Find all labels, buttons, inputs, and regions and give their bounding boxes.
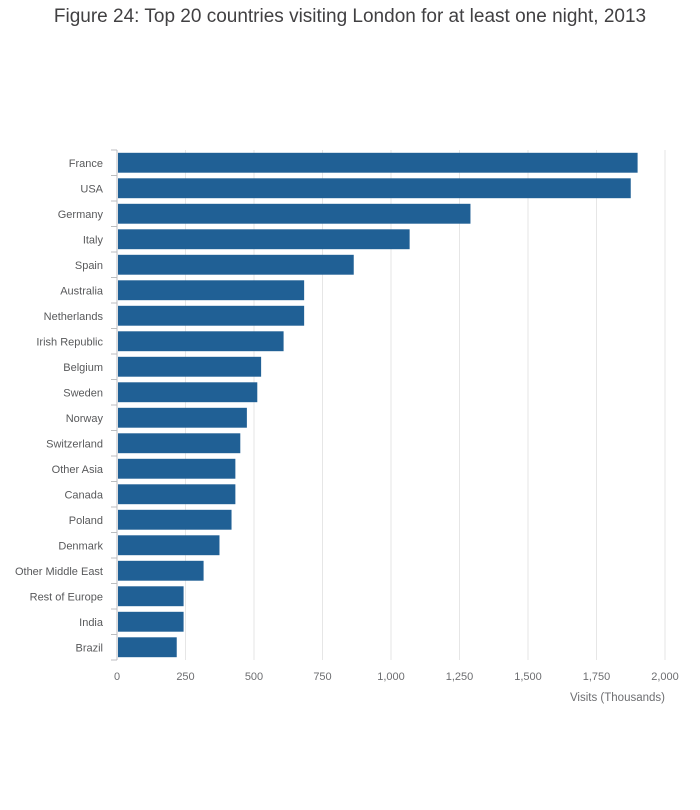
bar bbox=[118, 586, 184, 607]
bar bbox=[118, 407, 247, 428]
y-axis-ticks bbox=[111, 149, 117, 661]
x-tick-label: 250 bbox=[176, 671, 194, 683]
category-label: Rest of Europe bbox=[30, 591, 103, 603]
bar bbox=[118, 229, 410, 250]
category-label: Australia bbox=[60, 285, 104, 297]
bar bbox=[118, 280, 305, 301]
x-axis-tick-labels: 0 250 500 750 1,000 1,250 1,500 1,750 2,000 bbox=[114, 671, 679, 683]
bar bbox=[118, 331, 284, 352]
chart-title: Figure 24: Top 20 countries visiting Lon… bbox=[53, 6, 647, 27]
x-axis-title: Visits (Thousands) bbox=[570, 692, 665, 704]
category-label: USA bbox=[80, 183, 103, 195]
bar bbox=[118, 178, 631, 199]
category-label: Irish Republic bbox=[36, 336, 103, 348]
category-label: Netherlands bbox=[44, 311, 104, 323]
x-tick-label: 1,750 bbox=[583, 671, 611, 683]
category-label: Belgium bbox=[63, 362, 103, 374]
category-label: Denmark bbox=[58, 540, 103, 552]
gridlines bbox=[185, 150, 666, 660]
category-label: Germany bbox=[58, 209, 104, 221]
bar bbox=[118, 305, 305, 326]
bars bbox=[118, 152, 638, 658]
category-label: India bbox=[79, 617, 104, 629]
category-label: Other Asia bbox=[52, 464, 104, 476]
x-tick-label: 2,000 bbox=[651, 671, 679, 683]
bar bbox=[118, 560, 204, 581]
bar bbox=[118, 637, 177, 658]
bar bbox=[118, 535, 220, 556]
bar bbox=[118, 611, 184, 632]
bar bbox=[118, 458, 236, 479]
bar bbox=[118, 484, 236, 505]
x-tick-label: 500 bbox=[245, 671, 263, 683]
category-labels: France USA Germany Italy Spain Australia Nethe… bbox=[15, 158, 104, 655]
category-label: Other Middle East bbox=[15, 566, 103, 578]
bar bbox=[118, 152, 638, 173]
category-label: Sweden bbox=[63, 387, 103, 399]
bar bbox=[118, 356, 262, 377]
category-label: Poland bbox=[69, 515, 103, 527]
bar bbox=[118, 509, 232, 530]
category-label: Norway bbox=[66, 413, 104, 425]
x-tick-label: 1,250 bbox=[446, 671, 474, 683]
category-label: Italy bbox=[83, 234, 104, 246]
category-label: Switzerland bbox=[46, 438, 103, 450]
bar bbox=[118, 433, 241, 454]
category-label: Spain bbox=[75, 260, 103, 272]
category-label: Canada bbox=[64, 489, 103, 501]
bar bbox=[118, 254, 354, 275]
category-label: France bbox=[69, 158, 103, 170]
x-tick-label: 750 bbox=[313, 671, 331, 683]
bar bbox=[118, 203, 471, 224]
x-tick-label: 0 bbox=[114, 671, 120, 683]
bar bbox=[118, 382, 258, 403]
x-tick-label: 1,500 bbox=[514, 671, 542, 683]
x-tick-label: 1,000 bbox=[377, 671, 405, 683]
category-label: Brazil bbox=[75, 642, 103, 654]
